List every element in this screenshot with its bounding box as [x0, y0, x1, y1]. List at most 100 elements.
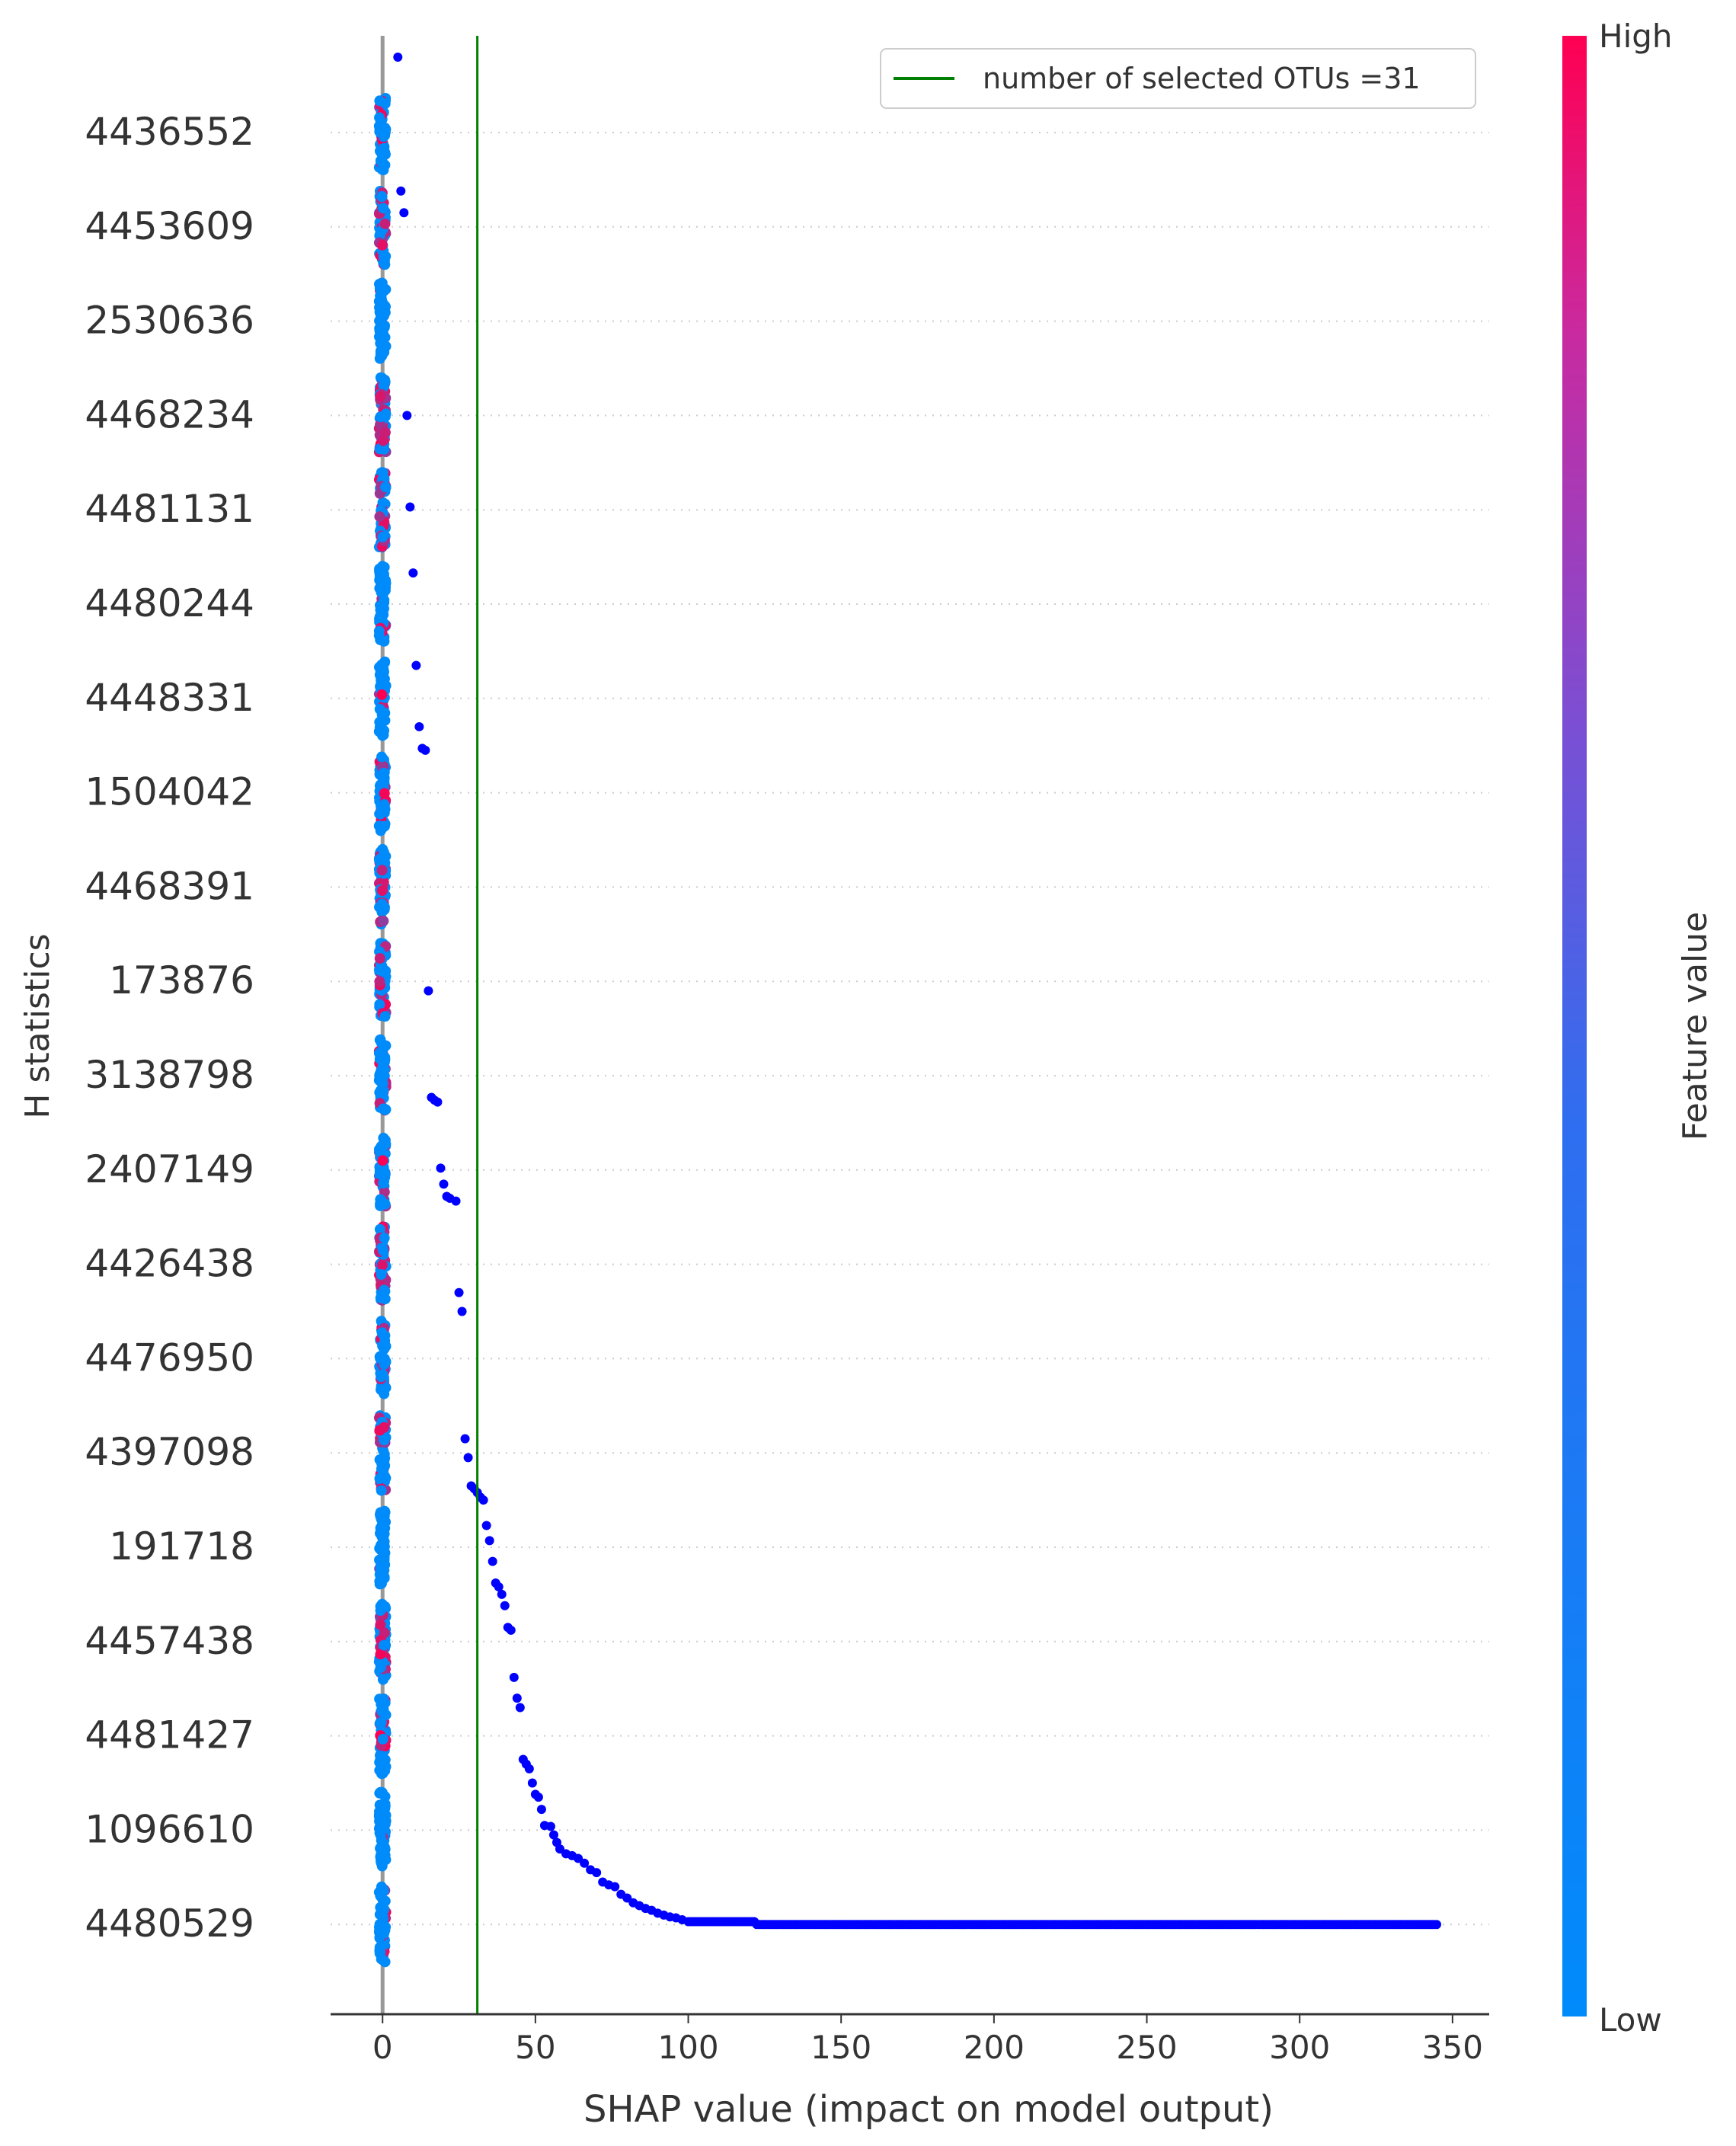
cluster-point — [379, 1422, 390, 1433]
x-tick-label: 200 — [964, 2029, 1025, 2066]
cluster-point — [377, 1155, 388, 1166]
outlier-point — [478, 1495, 488, 1505]
outlier-point — [439, 1179, 449, 1189]
cluster-point — [379, 1284, 390, 1296]
outlier-point — [454, 1287, 464, 1297]
feature-labels: 4436552 4453609 2530636 4468234 4481131 44802… — [85, 110, 254, 1946]
cluster-point — [379, 1104, 390, 1115]
cluster-point — [374, 611, 385, 622]
feature-label: 4457438 — [85, 1619, 254, 1663]
y-axis-label: H statistics — [18, 933, 57, 1118]
colorbar: High Low Feature value — [1562, 18, 1715, 2039]
cluster-point — [376, 689, 388, 700]
cluster-point — [379, 1956, 391, 1968]
x-tick-label: 350 — [1422, 2029, 1483, 2066]
cluster-point — [376, 885, 388, 897]
cluster-point — [375, 1754, 386, 1766]
outlier-points — [393, 52, 1441, 1930]
cluster-point — [375, 318, 386, 329]
cluster-point — [379, 1166, 390, 1178]
cluster-point — [380, 481, 392, 493]
feature-label: 2530636 — [85, 299, 254, 343]
outlier-point — [451, 1196, 461, 1206]
cluster-point — [373, 630, 385, 641]
axes: 0 50 100 150 200 250 300 350 — [331, 2013, 1489, 2066]
cluster-point — [378, 1452, 389, 1463]
grid-lines — [331, 132, 1489, 1926]
cluster-point — [376, 373, 388, 384]
cluster-point — [376, 1578, 387, 1589]
cluster-point — [379, 1233, 390, 1244]
cluster-point — [379, 657, 390, 668]
cluster-point — [379, 777, 390, 788]
cluster-point — [374, 976, 385, 987]
cluster-point — [378, 435, 389, 446]
feature-label: 4397098 — [85, 1430, 254, 1474]
outlier-point — [533, 1793, 543, 1802]
cluster-point — [376, 865, 388, 876]
x-tick-label: 100 — [657, 2029, 718, 2066]
feature-label: 4480244 — [85, 581, 254, 625]
x-tick-label: 50 — [515, 2029, 555, 2066]
feature-label: 2407149 — [85, 1147, 254, 1191]
cluster-point — [374, 1223, 385, 1235]
outlier-point — [424, 986, 433, 996]
cluster-point — [376, 1768, 388, 1780]
cluster-point — [379, 1639, 390, 1651]
feature-label: 4448331 — [85, 676, 254, 720]
cluster-point — [374, 443, 385, 455]
outlier-point — [396, 186, 406, 196]
cluster-point — [376, 1327, 388, 1338]
cluster-point — [374, 1887, 385, 1898]
outlier-point — [481, 1521, 491, 1530]
outlier-point — [509, 1672, 519, 1682]
feature-label: 4426438 — [85, 1242, 254, 1286]
cluster-point — [373, 1921, 385, 1933]
outlier-point — [460, 1434, 470, 1444]
outlier-point — [399, 208, 409, 218]
outlier-point — [580, 1858, 590, 1868]
cluster-point — [375, 419, 386, 430]
cluster-point — [379, 1559, 391, 1570]
cluster-point — [374, 283, 385, 294]
cluster-point — [377, 328, 388, 339]
cluster-point — [376, 1905, 388, 1917]
cluster-point — [379, 798, 390, 810]
outlier-point — [463, 1453, 473, 1463]
cluster-point — [377, 1072, 388, 1083]
cluster-point — [376, 1268, 387, 1280]
cluster-point — [375, 391, 386, 402]
legend-entry-label: number of selected OTUs =31 — [983, 62, 1421, 95]
cluster-point — [377, 299, 388, 310]
outlier-point — [515, 1703, 525, 1713]
cluster-point — [375, 1649, 386, 1660]
cluster-point — [375, 1786, 386, 1798]
cluster-point — [376, 239, 388, 251]
cluster-point — [378, 1693, 389, 1705]
outlier-point — [484, 1536, 494, 1546]
outlier-point — [545, 1821, 555, 1831]
cluster-point — [376, 1706, 388, 1717]
cluster-point — [379, 1522, 391, 1534]
cluster-point — [374, 1087, 385, 1099]
x-axis-label: SHAP value (impact on model output) — [583, 2088, 1274, 2131]
cluster-point — [378, 846, 389, 858]
cluster-point — [375, 680, 386, 691]
outlier-point — [527, 1778, 537, 1788]
tail-point — [1431, 1920, 1441, 1930]
cluster-point — [377, 1733, 388, 1745]
feature-label: 4468391 — [85, 864, 254, 908]
cluster-point — [374, 1948, 385, 1959]
outlier-point — [524, 1764, 534, 1773]
feature-label: 191718 — [109, 1524, 254, 1569]
cluster-point — [378, 251, 389, 262]
cluster-point — [378, 131, 389, 142]
cluster-point — [377, 1369, 388, 1380]
cluster-point — [379, 259, 391, 270]
legend: number of selected OTUs =31 — [880, 48, 1476, 109]
outlier-point — [494, 1582, 504, 1591]
feature-label: 173876 — [109, 958, 254, 1003]
colorbar-high-label: High — [1599, 18, 1673, 55]
colorbar-gradient — [1562, 36, 1587, 2016]
